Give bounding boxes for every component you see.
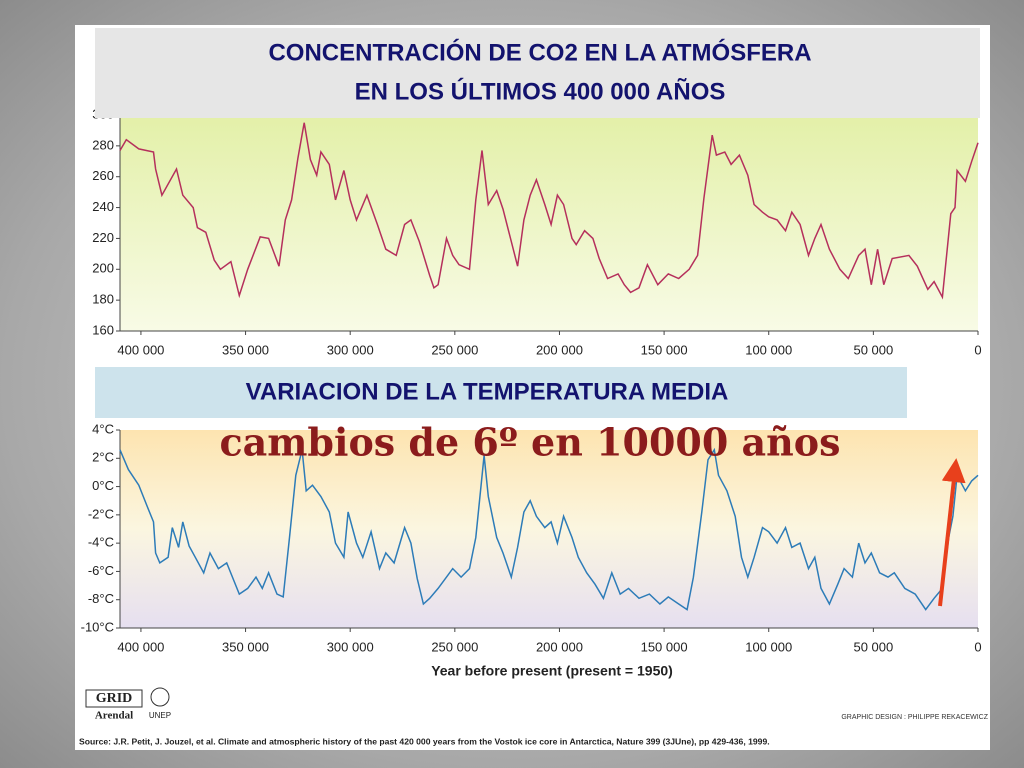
- plot-bg: [120, 430, 978, 628]
- x-tick-label: 200 000: [536, 639, 583, 654]
- data-line: [119, 447, 979, 611]
- credit: GRAPHIC DESIGN : PHILIPPE REKACEWICZ: [841, 714, 988, 721]
- x-tick-label: 200 000: [536, 342, 583, 357]
- logo-frame: [85, 689, 143, 708]
- x-tick-label: 0: [974, 342, 981, 357]
- y-tick-label: 180: [92, 292, 114, 307]
- title: CONCENTRACIÓN DE CO2 EN LA ATMÓSFERA: [268, 38, 811, 66]
- x-tick-label: 400 000: [117, 342, 164, 357]
- x-tick-label: 50 000: [853, 342, 893, 357]
- y-tick-label: 4°C: [92, 421, 114, 436]
- arrow: [938, 458, 966, 607]
- y-tick-label: -10°C: [81, 619, 114, 634]
- y-tick-label: 220: [92, 230, 114, 245]
- x-tick-label: 350 000: [222, 639, 269, 654]
- logo-arendal: Arendal: [95, 710, 133, 722]
- y-tick-label: 260: [92, 168, 114, 183]
- y-tick-label: 160: [92, 322, 114, 337]
- logo-unep: UNEP: [149, 711, 171, 720]
- logo-unep-icon: [150, 687, 170, 707]
- title-box: [95, 28, 980, 118]
- y-tick-label: 2°C: [92, 450, 114, 465]
- x-tick-label: 100 000: [745, 639, 792, 654]
- y-tick-label: -8°C: [88, 591, 114, 606]
- logo-grid: GRID: [96, 691, 133, 706]
- x-tick-label: 50 000: [853, 639, 893, 654]
- y-tick-label: -4°C: [88, 535, 114, 550]
- x-tick-label: 150 000: [641, 639, 688, 654]
- annotation: cambios de 6º en 10000 años: [219, 420, 840, 465]
- x-tick-label: 400 000: [117, 639, 164, 654]
- plot-bg: [120, 115, 978, 331]
- x-tick-label: 250 000: [431, 639, 478, 654]
- x-tick-label: 250 000: [431, 342, 478, 357]
- y-tick-label: 0°C: [92, 478, 114, 493]
- source: Source: J.R. Petit, J. Jouzel, et al. Cl…: [79, 736, 770, 746]
- banner: VARIACION DE LA TEMPERATURA MEDIA: [246, 378, 729, 405]
- x-tick-label: 0: [974, 639, 981, 654]
- banner-box: [95, 367, 907, 418]
- x-tick-label: 300 000: [327, 639, 374, 654]
- x-axis-label: Year before present (present = 1950): [431, 663, 673, 679]
- data-line: [119, 122, 979, 300]
- x-tick-label: 100 000: [745, 342, 792, 357]
- y-tick-label: -6°C: [88, 563, 114, 578]
- x-tick-label: 300 000: [327, 342, 374, 357]
- title: EN LOS ÚLTIMOS 400 000 AÑOS: [355, 77, 726, 105]
- x-tick-label: 350 000: [222, 342, 269, 357]
- x-tick-label: 150 000: [641, 342, 688, 357]
- y-tick-label: 280: [92, 137, 114, 152]
- y-tick-label: 200: [92, 261, 114, 276]
- y-tick-label: -2°C: [88, 506, 114, 521]
- y-tick-label: 240: [92, 199, 114, 214]
